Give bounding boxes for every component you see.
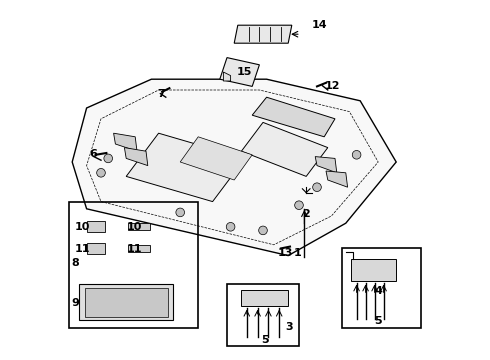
Text: 2: 2	[302, 209, 310, 219]
Text: 15: 15	[236, 67, 251, 77]
Text: 3: 3	[286, 321, 294, 332]
Text: 4: 4	[374, 286, 382, 296]
Polygon shape	[124, 148, 148, 166]
Text: 9: 9	[72, 298, 79, 309]
Polygon shape	[351, 259, 396, 281]
Bar	[227, 284, 299, 346]
Text: 8: 8	[72, 258, 79, 268]
Text: 10: 10	[127, 222, 143, 232]
Polygon shape	[85, 288, 168, 317]
Bar	[342, 248, 421, 328]
Polygon shape	[242, 122, 328, 176]
Text: 10: 10	[75, 222, 91, 232]
Polygon shape	[242, 290, 288, 306]
Text: 12: 12	[324, 81, 340, 91]
Text: 5: 5	[261, 335, 269, 345]
Polygon shape	[114, 133, 137, 151]
Text: 13: 13	[278, 248, 293, 258]
Polygon shape	[252, 97, 335, 137]
Polygon shape	[220, 58, 259, 86]
Polygon shape	[128, 245, 149, 252]
Polygon shape	[223, 72, 231, 81]
Polygon shape	[87, 221, 104, 232]
Text: 1: 1	[294, 248, 301, 258]
Circle shape	[313, 183, 321, 192]
Polygon shape	[128, 223, 149, 230]
Polygon shape	[126, 133, 245, 202]
Polygon shape	[87, 243, 104, 254]
Text: 5: 5	[374, 316, 382, 326]
Polygon shape	[79, 284, 173, 320]
Polygon shape	[72, 79, 396, 256]
Text: 11: 11	[127, 244, 143, 254]
Polygon shape	[180, 137, 252, 180]
Circle shape	[176, 208, 185, 217]
Polygon shape	[234, 25, 292, 43]
Circle shape	[259, 226, 268, 235]
Circle shape	[97, 168, 105, 177]
Polygon shape	[326, 171, 347, 187]
Circle shape	[352, 150, 361, 159]
Polygon shape	[315, 157, 337, 173]
Text: 6: 6	[90, 149, 98, 159]
Circle shape	[294, 201, 303, 210]
Bar	[69, 202, 198, 328]
Circle shape	[226, 222, 235, 231]
Text: 14: 14	[312, 20, 327, 30]
Circle shape	[104, 154, 113, 163]
Text: 11: 11	[75, 244, 91, 254]
Text: 7: 7	[157, 89, 165, 99]
